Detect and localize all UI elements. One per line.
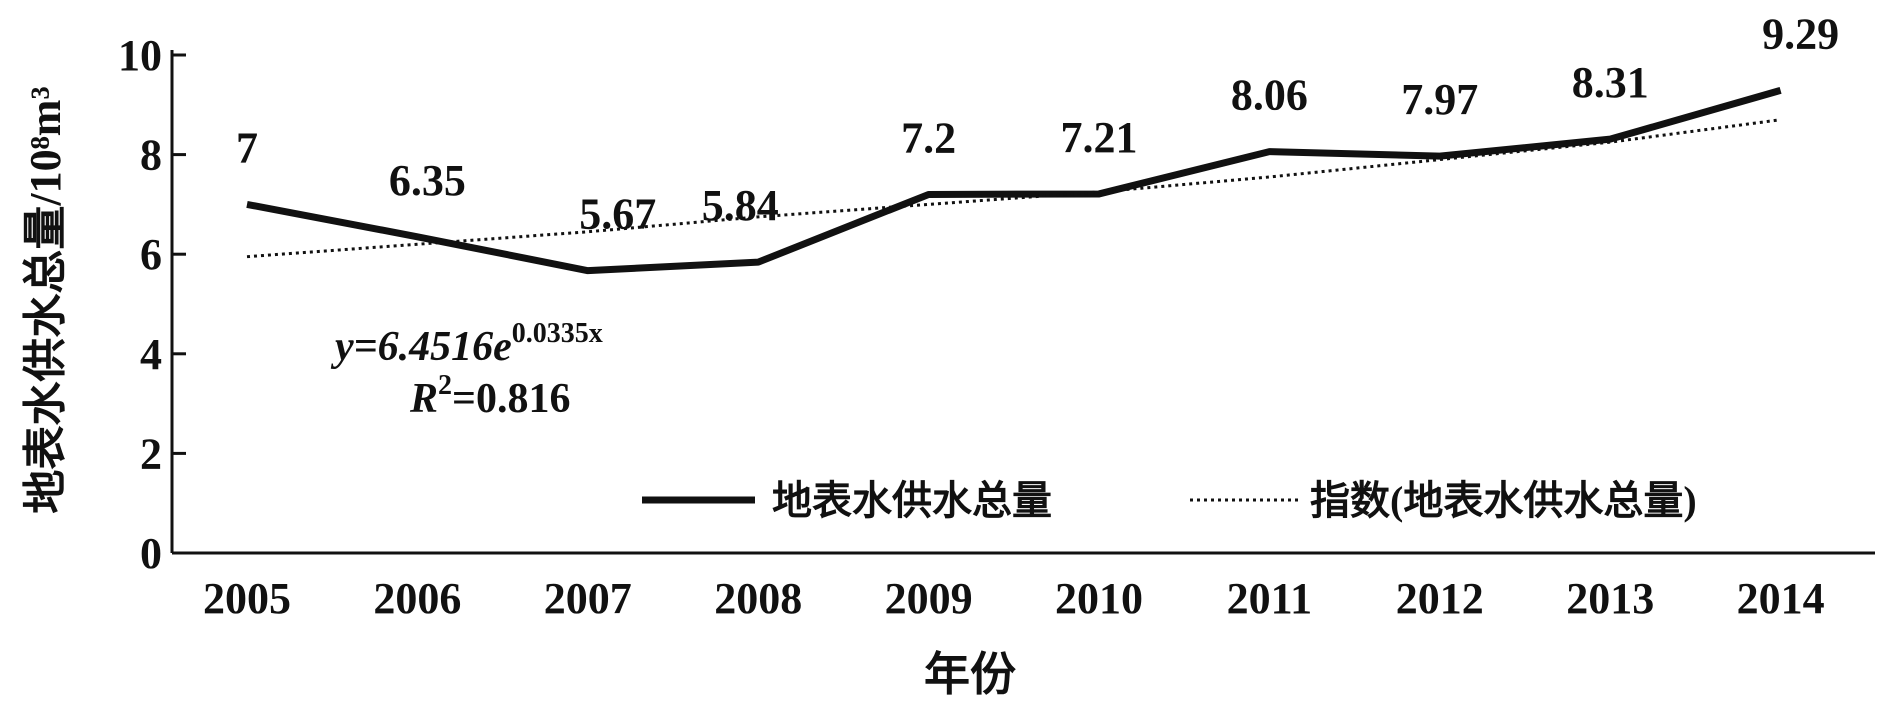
data-label: 9.29 [1762, 9, 1839, 58]
r-squared-exponent: 2 [438, 370, 452, 401]
series-line [246, 86, 1782, 275]
x-tick-label: 2011 [1227, 574, 1313, 623]
x-tick-label: 2010 [1055, 574, 1143, 623]
y-axis-label: 地表水供水总量/10⁸m³ [21, 86, 70, 513]
data-label: 7.97 [1401, 75, 1478, 124]
data-label: 6.35 [389, 156, 466, 205]
x-tick-label: 2006 [373, 574, 461, 623]
x-tick-label: 2009 [885, 574, 973, 623]
x-tick-label: 2005 [203, 574, 291, 623]
y-tick-label: 8 [140, 131, 162, 180]
x-axis-label: 年份 [924, 649, 1016, 700]
y-tick-label: 4 [140, 330, 162, 379]
data-label: 8.31 [1572, 58, 1649, 107]
x-tick-label: 2013 [1566, 574, 1654, 623]
legend-label: 指数(地表水供水总量) [1310, 478, 1697, 523]
y-tick-label: 6 [140, 230, 162, 279]
r-squared-rest: =0.816 [452, 376, 570, 422]
equation: y=6.4516e0.0335x [330, 318, 603, 370]
data-label: 7 [236, 123, 258, 172]
series-line [246, 118, 1781, 259]
data-label: 7.2 [901, 113, 956, 162]
r-squared: R2=0.816 [409, 370, 570, 422]
x-tick-label: 2012 [1396, 574, 1484, 623]
x-tick-label: 2007 [544, 574, 632, 623]
data-label: 5.67 [579, 190, 656, 239]
equation-base: y=6.4516e [330, 324, 512, 370]
y-tick-label: 2 [140, 429, 162, 478]
data-label: 8.06 [1231, 71, 1308, 120]
y-tick-label: 0 [140, 529, 162, 578]
x-tick-label: 2014 [1737, 574, 1825, 623]
x-tick-label: 2008 [714, 574, 802, 623]
data-label: 5.84 [702, 181, 779, 230]
y-tick-label: 10 [118, 31, 162, 80]
equation-exponent: 0.0335x [512, 318, 603, 349]
r-squared-base: R [409, 376, 438, 422]
legend-label: 地表水供水总量 [772, 478, 1052, 523]
data-label: 7.21 [1061, 113, 1138, 162]
